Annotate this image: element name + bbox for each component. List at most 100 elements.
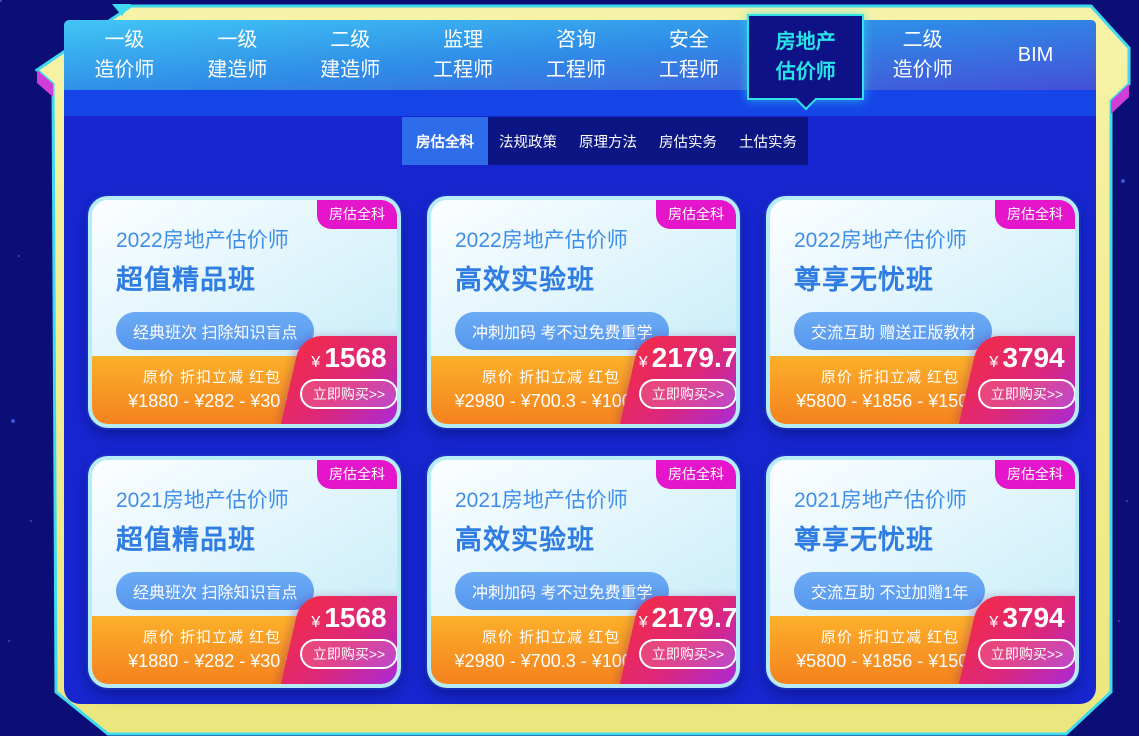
- price-flag: ¥1568 立即购买>>: [280, 336, 397, 424]
- nav-item-label-line1: 二级: [902, 29, 943, 51]
- card-class-name: 尊享无忧班: [794, 525, 934, 555]
- breakdown-labels: 原价 折扣立减 红包: [481, 629, 621, 646]
- nav-bottom-strip: [64, 90, 1096, 116]
- breakdown-labels: 原价 折扣立减 红包: [481, 369, 621, 386]
- card-feature-tag: 交流互助 赠送正版教材: [794, 312, 993, 350]
- tab-label: 土估实务: [739, 134, 797, 151]
- price-value: 3794: [1002, 342, 1065, 373]
- card-exam-title: 2021房地产估价师: [455, 489, 628, 512]
- tab-item[interactable]: 房估实务: [648, 117, 728, 165]
- nav-item-label-line1: 安全: [668, 29, 709, 51]
- price: ¥1568: [292, 602, 397, 634]
- tab-item[interactable]: 原理方法: [568, 117, 648, 165]
- breakdown-labels: 原价 折扣立减 红包: [142, 369, 282, 386]
- price-value: 2179.7: [651, 342, 738, 373]
- nav-item-level1-builder[interactable]: 一级 建造师: [181, 20, 294, 90]
- price: ¥3794: [970, 602, 1075, 634]
- tab-label: 原理方法: [579, 134, 637, 151]
- tab-item[interactable]: 法规政策: [488, 117, 568, 165]
- buy-now-button[interactable]: 立即购买>>: [638, 379, 736, 409]
- nav-item-label-line2: 造价师: [94, 59, 155, 81]
- card-exam-title: 2022房地产估价师: [116, 229, 289, 252]
- tab-item[interactable]: 土估实务: [728, 117, 808, 165]
- course-card[interactable]: 房估全科 2021房地产估价师 尊享无忧班 交流互助 不过加赠1年 原价 折扣立…: [766, 456, 1079, 688]
- currency-symbol: ¥: [989, 354, 999, 371]
- card-class-name: 超值精品班: [116, 265, 256, 295]
- buy-now-button[interactable]: 立即购买>>: [299, 379, 397, 409]
- nav-item-level1-cost-engineer[interactable]: 一级 造价师: [68, 20, 181, 90]
- breakdown-values: ¥2980 - ¥700.3 - ¥100 =: [454, 391, 648, 411]
- price: ¥3794: [970, 342, 1075, 374]
- buy-now-button[interactable]: 立即购买>>: [638, 639, 736, 669]
- breakdown-labels: 原价 折扣立减 红包: [820, 629, 960, 646]
- frame-cyan-corner-accent: [112, 4, 131, 16]
- currency-symbol: ¥: [989, 614, 999, 631]
- frame-magenta-accent-right: [1111, 84, 1129, 114]
- subject-tabs: 房估全科 法规政策 原理方法 房估实务 土估实务: [402, 117, 808, 165]
- breakdown-labels: 原价 折扣立减 红包: [142, 629, 282, 646]
- price-value: 3794: [1002, 602, 1065, 633]
- card-class-name: 高效实验班: [455, 265, 595, 295]
- card-class-name: 高效实验班: [455, 525, 595, 555]
- price-flag: ¥3794 立即购买>>: [958, 336, 1075, 424]
- breakdown-values: ¥5800 - ¥1856 - ¥150 =: [796, 651, 984, 671]
- currency-symbol: ¥: [638, 614, 648, 631]
- price-flag: ¥2179.7 立即购买>>: [619, 336, 738, 424]
- content-panel: 一级 造价师 一级 建造师 二级 建造师 监理 工程师 咨询 工程师 安全 工程…: [64, 14, 1096, 704]
- nav-item-label-line1: 一级: [104, 29, 145, 51]
- course-card[interactable]: 房估全科 2022房地产估价师 高效实验班 冲刺加码 考不过免费重学 原价 折扣…: [427, 196, 740, 428]
- course-card[interactable]: 房估全科 2022房地产估价师 超值精品班 经典班次 扫除知识盲点 原价 折扣立…: [88, 196, 401, 428]
- price: ¥2179.7: [631, 602, 738, 634]
- card-subject-badge: 房估全科: [317, 460, 397, 489]
- tab-label: 房估全科: [416, 134, 474, 151]
- card-class-name: 超值精品班: [116, 525, 256, 555]
- buy-now-button[interactable]: 立即购买>>: [299, 639, 397, 669]
- nav-item-bim[interactable]: BIM: [979, 20, 1092, 90]
- nav-item-supervision-engineer[interactable]: 监理 工程师: [407, 20, 520, 90]
- card-feature-tag: 经典班次 扫除知识盲点: [116, 572, 315, 610]
- tab-label: 房估实务: [659, 134, 717, 151]
- tab-item[interactable]: 房估全科: [402, 117, 488, 165]
- nav-item-label-line2: 估价师: [775, 61, 836, 83]
- card-exam-title: 2022房地产估价师: [794, 229, 967, 252]
- price: ¥2179.7: [631, 342, 738, 374]
- nav-item-label-line2: 工程师: [546, 59, 606, 81]
- card-subject-badge: 房估全科: [317, 200, 397, 229]
- nav-item-label-line2: 工程师: [658, 59, 719, 81]
- card-exam-title: 2021房地产估价师: [116, 489, 289, 512]
- buy-now-button[interactable]: 立即购买>>: [977, 379, 1075, 409]
- card-subject-badge: 房估全科: [995, 200, 1075, 229]
- card-feature-tag: 冲刺加码 考不过免费重学: [455, 312, 670, 350]
- breakdown-values: ¥1880 - ¥282 - ¥30 =: [128, 391, 296, 411]
- card-subject-badge: 房估全科: [995, 460, 1075, 489]
- price-value: 2179.7: [651, 602, 738, 633]
- currency-symbol: ¥: [311, 354, 321, 371]
- nav-item-level2-cost-engineer[interactable]: 二级 造价师: [866, 20, 979, 90]
- card-subject-badge: 房估全科: [656, 200, 736, 229]
- course-card[interactable]: 房估全科 2021房地产估价师 高效实验班 冲刺加码 考不过免费重学 原价 折扣…: [427, 456, 740, 688]
- price-flag: ¥2179.7 立即购买>>: [619, 596, 738, 684]
- price: ¥1568: [292, 342, 397, 374]
- card-class-name: 尊享无忧班: [794, 265, 934, 295]
- nav-item-real-estate-appraiser[interactable]: 房地产 估价师: [747, 14, 865, 111]
- nav-item-safety-engineer[interactable]: 安全 工程师: [632, 20, 745, 90]
- buy-now-button[interactable]: 立即购买>>: [977, 639, 1075, 669]
- course-card[interactable]: 房估全科 2022房地产估价师 尊享无忧班 交流互助 赠送正版教材 原价 折扣立…: [766, 196, 1079, 428]
- course-card[interactable]: 房估全科 2021房地产估价师 超值精品班 经典班次 扫除知识盲点 原价 折扣立…: [88, 456, 401, 688]
- nav-item-label-line2: 建造师: [207, 59, 268, 81]
- breakdown-values: ¥5800 - ¥1856 - ¥150 =: [796, 391, 984, 411]
- nav-item-consulting-engineer[interactable]: 咨询 工程师: [520, 20, 633, 90]
- card-exam-title: 2021房地产估价师: [794, 489, 967, 512]
- price-flag: ¥1568 立即购买>>: [280, 596, 397, 684]
- card-feature-tag: 交流互助 不过加赠1年: [794, 572, 986, 610]
- currency-symbol: ¥: [311, 614, 321, 631]
- nav-item-label-line2: 工程师: [433, 59, 494, 81]
- nav-item-label-line1: 监理: [443, 29, 484, 51]
- nav-item-label-line1: 咨询: [556, 29, 596, 51]
- top-navigation: 一级 造价师 一级 建造师 二级 建造师 监理 工程师 咨询 工程师 安全 工程…: [64, 14, 1096, 111]
- currency-symbol: ¥: [638, 354, 648, 371]
- nav-item-level2-builder[interactable]: 二级 建造师: [294, 20, 407, 90]
- nav-item-label-line1: 二级: [330, 29, 371, 51]
- nav-item-label-line2: 造价师: [892, 59, 953, 81]
- card-feature-tag: 冲刺加码 考不过免费重学: [455, 572, 670, 610]
